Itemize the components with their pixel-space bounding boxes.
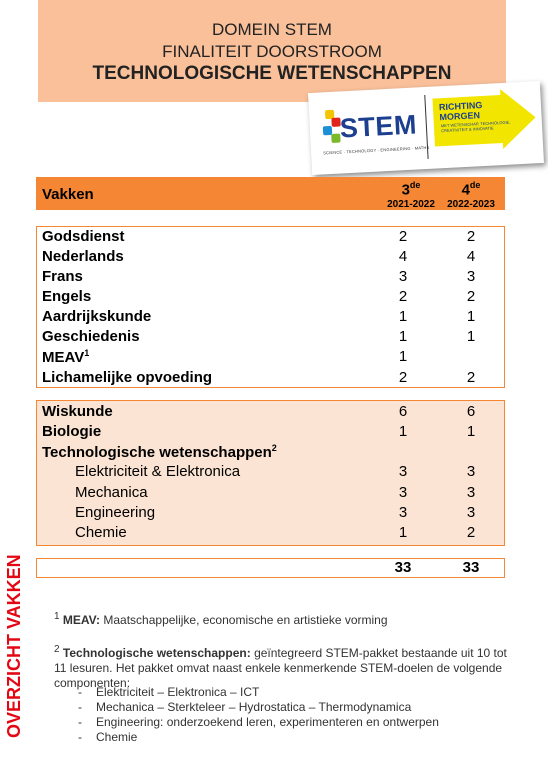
richting-morgen-label: RICHTING MORGEN: [439, 100, 483, 122]
component-list: Elektriciteit – Elektronica – ICT Mechan…: [78, 685, 439, 745]
header-domain: DOMEIN STEM: [212, 20, 332, 39]
table-row: Biologie 1 1: [42, 423, 476, 440]
vakken-header: Vakken: [42, 186, 94, 203]
table-row: Engineering 3 3: [75, 504, 476, 521]
table-row: Geschiedenis 1 1: [42, 328, 476, 345]
table-row: Frans 3 3: [42, 268, 476, 285]
header-finality: FINALITEIT DOORSTROOM: [162, 42, 382, 61]
table-row: Nederlands 4 4: [42, 248, 476, 265]
table-header: Vakken 3de 2021-2022 4de 2022-2023: [36, 177, 505, 210]
table-row: Engels 2 2: [42, 288, 476, 305]
header-band: DOMEIN STEM FINALITEIT DOORSTROOM TECHNO…: [38, 0, 506, 102]
table-row: MEAV1 1: [42, 348, 408, 366]
hex-icon-green: [331, 133, 341, 143]
list-item: Chemie: [78, 730, 439, 745]
table-row: Chemie 1 2: [75, 524, 476, 541]
footnote-1: 1 MEAV: Maatschappelijke, economische en…: [54, 611, 388, 627]
total-3de: 33: [394, 559, 412, 576]
list-item: Mechanica – Sterkteleer – Hydrostatica –…: [78, 700, 439, 715]
stem-wordmark: STEM: [339, 109, 418, 144]
list-item: Elektriciteit – Elektronica – ICT: [78, 685, 439, 700]
logo-card: STEM SCIENCE · TECHNOLOGY · ENGINEERING …: [308, 80, 544, 176]
totals-row: 33 33: [36, 558, 505, 578]
table-row: Technologische wetenschappen2: [42, 443, 277, 461]
table-row: Elektriciteit & Elektronica 3 3: [75, 463, 476, 480]
list-item: Engineering: onderzoekend leren, experim…: [78, 715, 439, 730]
total-4de: 33: [462, 559, 480, 576]
col-4de-year: 2022-2023: [447, 199, 495, 211]
col-3de-year: 2021-2022: [387, 199, 435, 211]
stem-logo: STEM SCIENCE · TECHNOLOGY · ENGINEERING …: [317, 99, 430, 160]
header-title: TECHNOLOGISCHE WETENSCHAPPEN: [92, 63, 452, 84]
table-row: Wiskunde 6 6: [42, 403, 476, 420]
footnote-2: 2 Technologische wetenschappen: geïntegr…: [54, 644, 507, 690]
col-4de-header: 4de 2022-2023: [436, 180, 506, 211]
table-row: Mechanica 3 3: [75, 484, 476, 501]
side-label: OVERZICHT VAKKEN: [4, 554, 24, 738]
table-row: Godsdienst 2 2: [42, 228, 476, 245]
subjects-group-general: Godsdienst 2 2 Nederlands 4 4 Frans 3 3 …: [36, 226, 505, 388]
table-row: Aardrijkskunde 1 1: [42, 308, 476, 325]
table-row: Lichamelijke opvoeding 2 2: [42, 369, 476, 386]
stem-subtitle: SCIENCE · TECHNOLOGY · ENGINEERING · MAT…: [323, 144, 430, 156]
subjects-group-stem: Wiskunde 6 6 Biologie 1 1 Technologische…: [36, 400, 505, 546]
col-3de-header: 3de 2021-2022: [376, 180, 446, 211]
arrow-icon: [432, 89, 536, 149]
